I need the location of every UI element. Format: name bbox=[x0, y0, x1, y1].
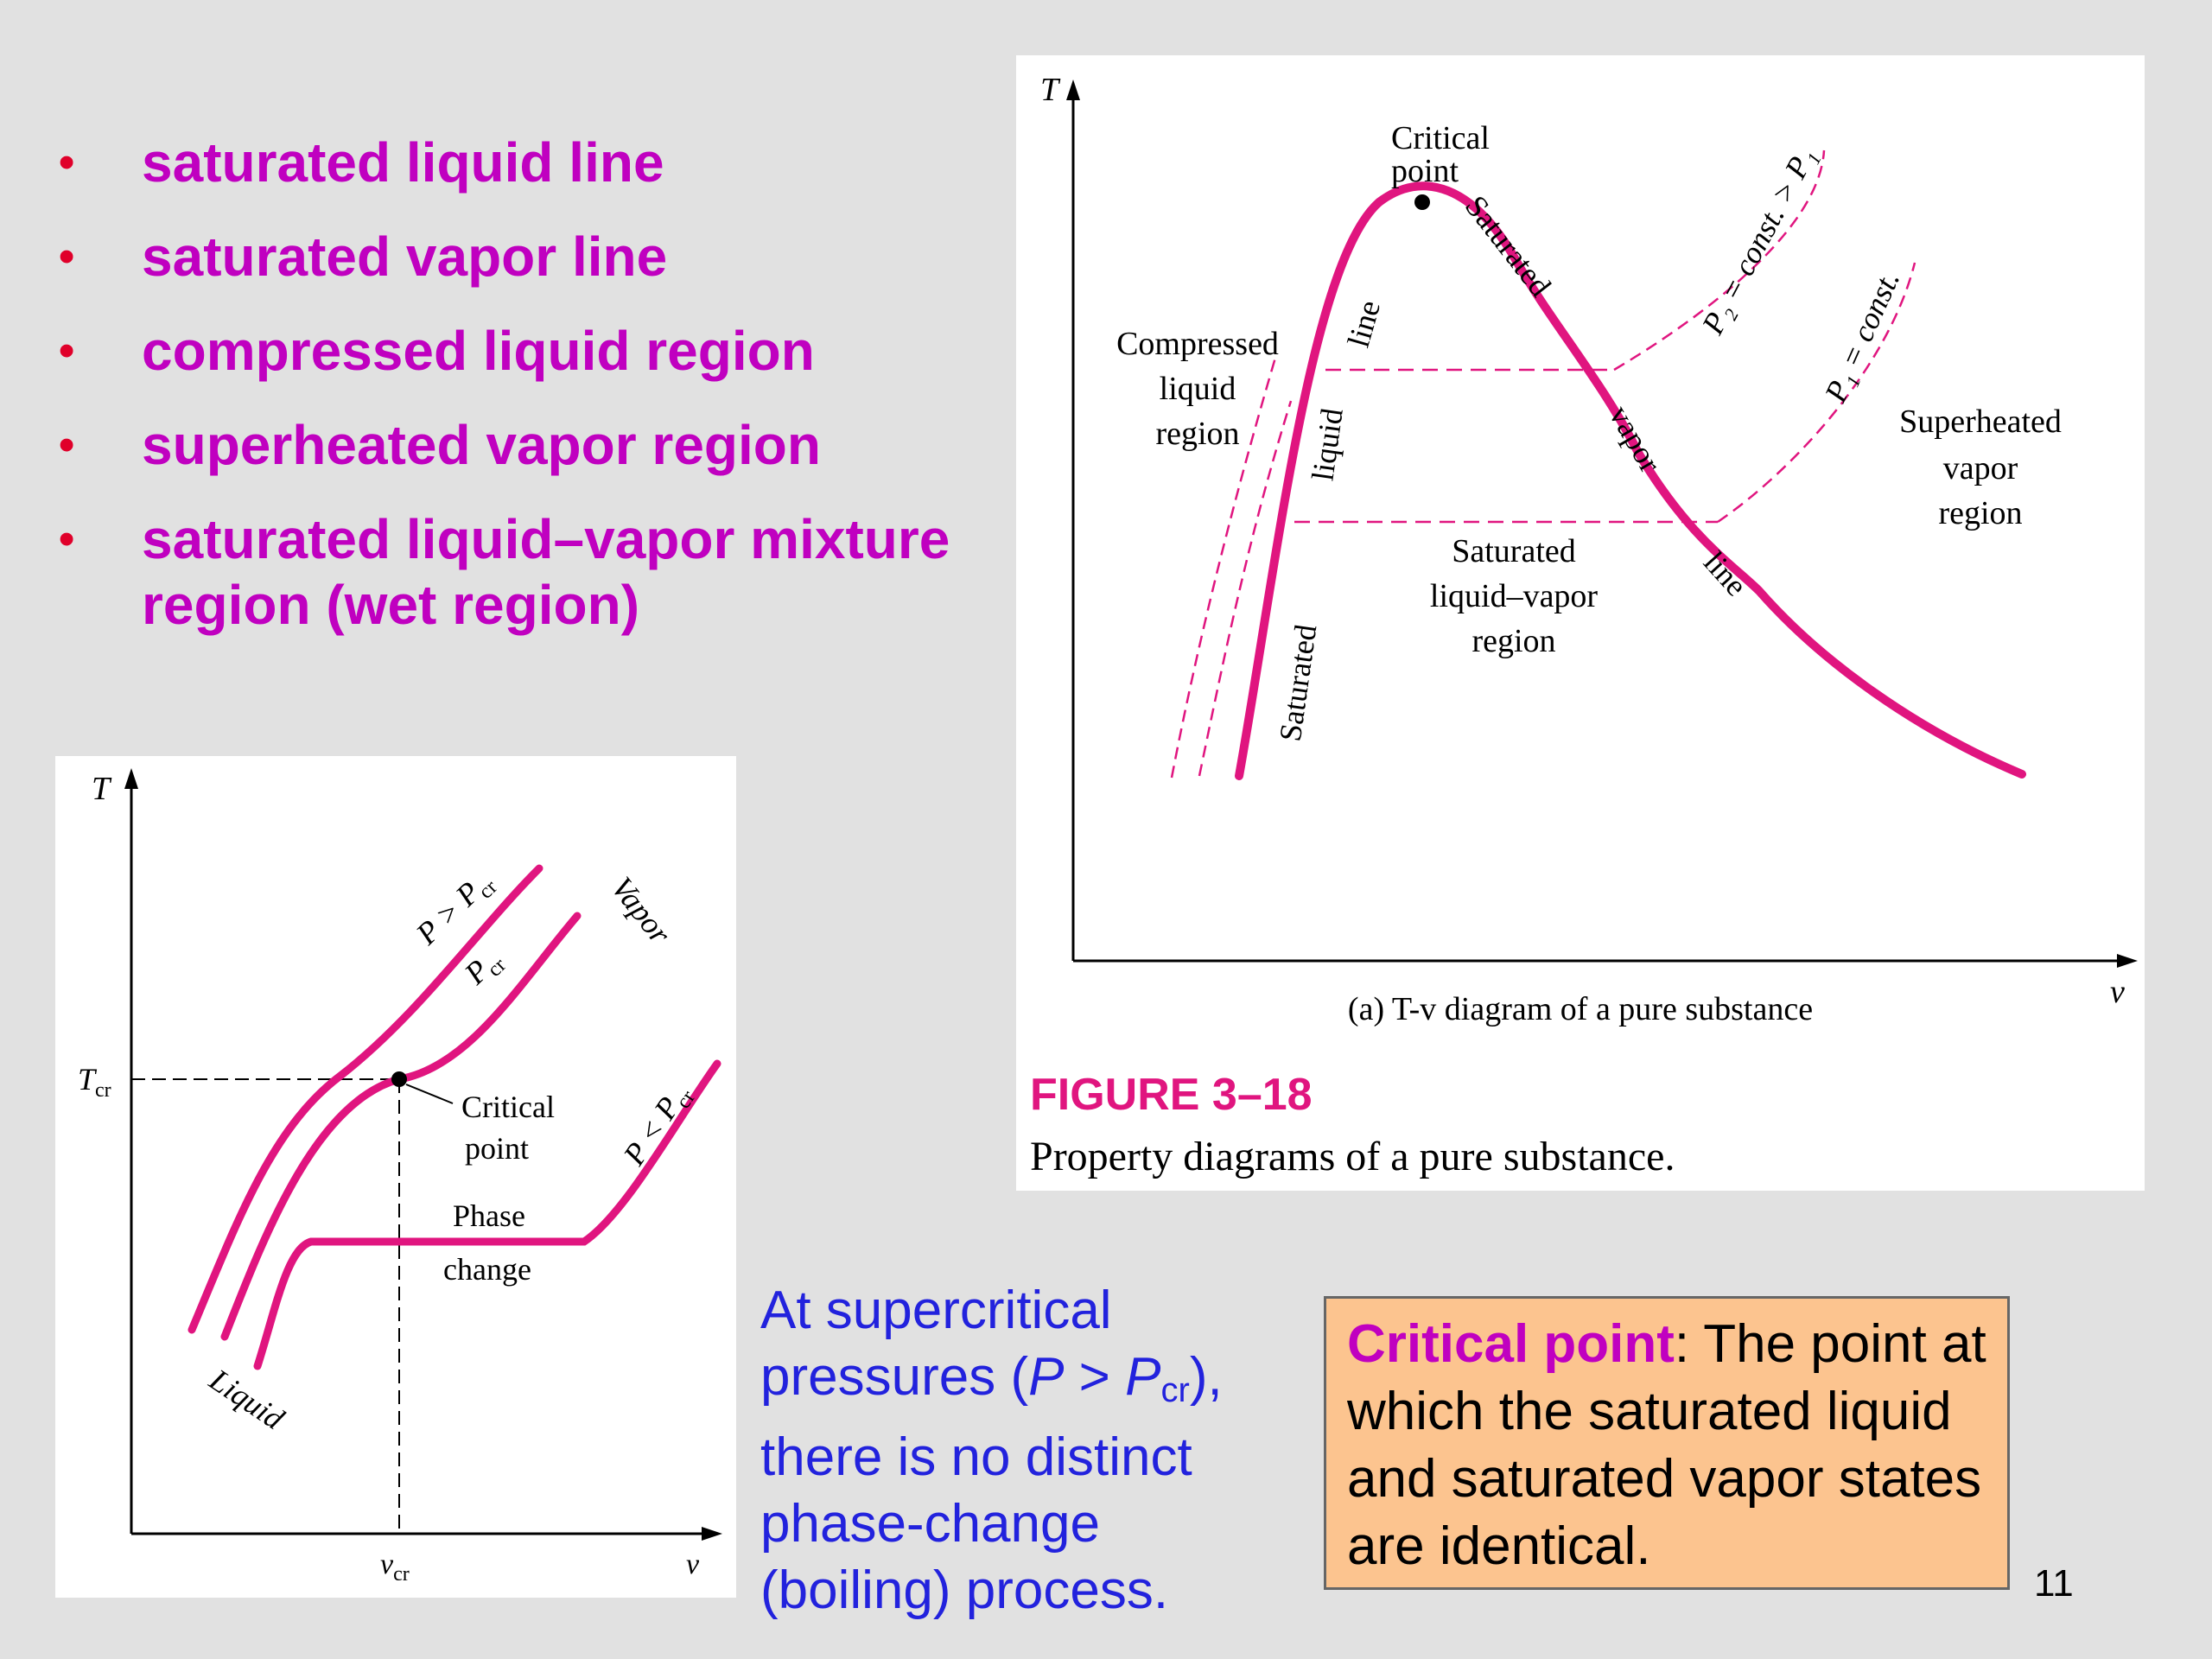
pc-diagram-panel: T v Tcr vcr Critical point Phase change … bbox=[55, 756, 736, 1598]
page-number: 11 bbox=[2034, 1562, 2074, 1605]
tv-compressed-isobar-1 bbox=[1170, 357, 1277, 779]
tv-compressed-isobar-2 bbox=[1198, 400, 1293, 777]
pc-critical-point-marker bbox=[391, 1071, 407, 1087]
bullet-icon: • bbox=[59, 137, 75, 188]
tv-sat-liquid-word: Saturated bbox=[1273, 622, 1324, 743]
definition-text: : The point at which the saturated liqui… bbox=[1347, 1314, 1986, 1576]
pc-critical-leader bbox=[405, 1084, 454, 1104]
tv-isobar-p2-vapor bbox=[1613, 149, 1826, 372]
pc-tcr-label: Tcr bbox=[78, 1062, 111, 1102]
bullet-list: • saturated liquid line • saturated vapor … bbox=[52, 130, 954, 666]
pc-isobar-below-critical bbox=[253, 1059, 721, 1370]
tv-sat-vapor-word: line bbox=[1697, 545, 1754, 603]
pc-isobar-above-critical bbox=[188, 864, 543, 1334]
pc-phase-change-label: change bbox=[443, 1252, 531, 1287]
bullet-item: • saturated vapor line bbox=[59, 226, 668, 288]
critical-point-definition: Critical point: The point at which the s… bbox=[1324, 1296, 2010, 1590]
tv-sat-liquid-word: liquid bbox=[1305, 406, 1349, 483]
tv-superheated-label: Superheated bbox=[1899, 404, 2062, 440]
tv-isobar-p1-vapor bbox=[1717, 262, 1916, 524]
pc-p-lt-label: P < Pcr bbox=[616, 1077, 700, 1175]
pc-phase-change-label: Phase bbox=[453, 1198, 525, 1233]
bullet-item: • compressed liquid region bbox=[59, 320, 815, 382]
definition-term: Critical point bbox=[1347, 1314, 1675, 1374]
pc-x-arrow-icon bbox=[702, 1527, 722, 1541]
tv-critical-label: Critical bbox=[1391, 120, 1490, 156]
tv-compressed-label: region bbox=[1155, 416, 1239, 452]
tv-compressed-label: Compressed bbox=[1116, 326, 1279, 362]
pc-liquid-label: Liquid bbox=[203, 1362, 291, 1437]
tv-superheated-label: region bbox=[1938, 495, 2022, 531]
pc-critical-label: Critical bbox=[461, 1090, 555, 1124]
bullet-icon: • bbox=[59, 514, 75, 564]
pc-x-label: v bbox=[686, 1548, 700, 1580]
tv-caption-a: (a) T-v diagram of a pure substance bbox=[1348, 991, 1813, 1027]
pc-vcr-label: vcr bbox=[380, 1548, 410, 1586]
bullet-icon: • bbox=[59, 232, 75, 282]
tv-critical-label: point bbox=[1391, 153, 1459, 189]
tv-mixture-label: Saturated bbox=[1452, 533, 1576, 569]
pc-critical-label: point bbox=[465, 1131, 529, 1166]
tv-x-arrow-icon bbox=[2117, 954, 2138, 968]
tv-mixture-label: liquid–vapor bbox=[1430, 578, 1599, 614]
tv-critical-point-marker bbox=[1414, 194, 1430, 210]
tv-isobar-p1-label: P₁ = const. bbox=[1817, 265, 1906, 408]
tv-mixture-label: region bbox=[1471, 623, 1555, 659]
pc-y-arrow-icon bbox=[124, 768, 138, 789]
tv-compressed-label: liquid bbox=[1160, 371, 1236, 407]
tv-isobar-p2-label: P₂ = const. > P₁ bbox=[1694, 142, 1822, 340]
supercritical-note: At supercritical pressures (P > Pcr), th… bbox=[760, 1281, 1223, 1620]
figure-number: FIGURE 3–18 bbox=[1030, 1070, 1313, 1120]
tv-saturation-dome bbox=[1235, 181, 2026, 780]
figure-caption: Property diagrams of a pure substance. bbox=[1030, 1134, 1675, 1179]
tv-x-label: v bbox=[2110, 974, 2125, 1010]
tv-sat-vapor-word: vapor bbox=[1603, 400, 1669, 479]
bullet-item: • superheated vapor region bbox=[59, 414, 821, 476]
tv-diagram: T v Critical point Compressed liquid reg… bbox=[1030, 72, 2138, 1179]
tv-superheated-label: vapor bbox=[1943, 450, 2018, 486]
pc-vapor-label: Vapor bbox=[605, 870, 678, 950]
pc-y-label: T bbox=[92, 771, 112, 807]
tv-y-arrow-icon bbox=[1066, 79, 1080, 100]
bullet-item: • saturated liquid–vapor mixture region (… bbox=[59, 508, 950, 636]
tv-y-label: T bbox=[1040, 72, 1061, 108]
pc-diagram: T v Tcr vcr Critical point Phase change … bbox=[78, 768, 722, 1586]
bullet-icon: • bbox=[59, 326, 75, 376]
tv-diagram-panel: T v Critical point Compressed liquid reg… bbox=[1016, 55, 2145, 1191]
tv-sat-vapor-word: Saturated bbox=[1459, 189, 1558, 303]
bullet-icon: • bbox=[59, 420, 75, 470]
tv-sat-liquid-word: line bbox=[1341, 296, 1387, 351]
pc-p-gt-label: P > Pcr bbox=[409, 864, 502, 956]
bullet-item: • saturated liquid line bbox=[59, 131, 664, 194]
